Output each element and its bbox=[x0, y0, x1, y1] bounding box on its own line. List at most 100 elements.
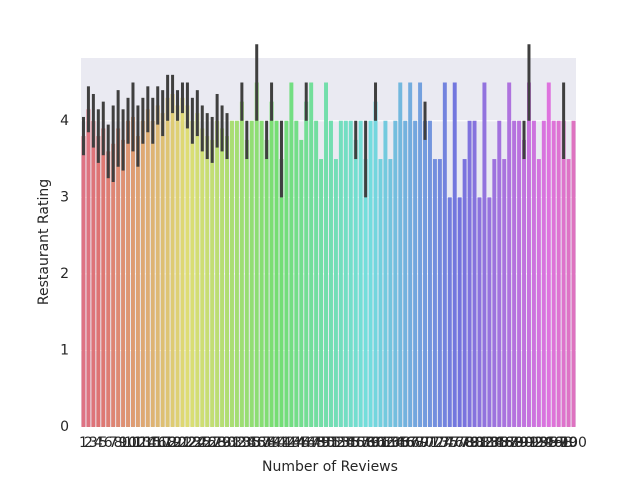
x-tick-label: 97 bbox=[550, 435, 568, 451]
bar bbox=[155, 105, 160, 428]
bar bbox=[333, 159, 338, 427]
bar bbox=[512, 120, 517, 427]
x-tick-label: 37 bbox=[253, 435, 271, 451]
bar bbox=[472, 120, 477, 427]
x-tick-label: 79 bbox=[461, 435, 479, 451]
bar bbox=[180, 97, 185, 427]
x-tick-label: 62 bbox=[377, 435, 395, 451]
bar bbox=[343, 120, 348, 427]
x-tick-label: 65 bbox=[391, 435, 409, 451]
bar bbox=[160, 113, 165, 427]
bar bbox=[254, 82, 259, 427]
x-tick-label: 82 bbox=[476, 435, 494, 451]
x-tick-label: 52 bbox=[327, 435, 345, 451]
x-tick-label: 36 bbox=[248, 435, 266, 451]
x-tick-label: 53 bbox=[332, 435, 350, 451]
x-tick-label: 45 bbox=[292, 435, 310, 451]
bar bbox=[170, 93, 175, 428]
bar bbox=[294, 120, 299, 427]
bar bbox=[388, 159, 393, 427]
bar bbox=[561, 120, 566, 427]
x-tick-label: 100 bbox=[560, 435, 587, 451]
x-tick-label: 30 bbox=[218, 435, 236, 451]
bar bbox=[427, 120, 432, 427]
bar bbox=[497, 120, 502, 427]
bar bbox=[338, 120, 343, 427]
x-tick-label: 33 bbox=[233, 435, 251, 451]
x-tick-label: 87 bbox=[500, 435, 518, 451]
x-tick-label: 96 bbox=[545, 435, 563, 451]
bar bbox=[452, 82, 457, 427]
bar bbox=[467, 120, 472, 427]
bar bbox=[304, 101, 309, 427]
x-tick-label: 93 bbox=[530, 435, 548, 451]
bar bbox=[358, 120, 363, 427]
x-tick-label: 85 bbox=[490, 435, 508, 451]
x-tick-label: 1 bbox=[79, 435, 88, 451]
bar bbox=[408, 82, 413, 427]
x-tick-label: 25 bbox=[193, 435, 211, 451]
bar bbox=[551, 120, 556, 427]
x-tick-label: 17 bbox=[154, 435, 172, 451]
bar bbox=[383, 120, 388, 427]
x-tick-label: 55 bbox=[342, 435, 360, 451]
x-tick-label: 74 bbox=[436, 435, 454, 451]
x-tick-label: 10 bbox=[119, 435, 137, 451]
bar bbox=[373, 101, 378, 427]
bar bbox=[190, 120, 195, 427]
x-tick-label: 73 bbox=[431, 435, 449, 451]
x-tick-label: 90 bbox=[515, 435, 533, 451]
y-tick-label: 4 bbox=[60, 113, 69, 129]
x-tick-label: 94 bbox=[535, 435, 553, 451]
x-tick-label: 86 bbox=[495, 435, 513, 451]
bar bbox=[126, 120, 131, 427]
bar bbox=[86, 109, 91, 427]
bar bbox=[546, 82, 551, 427]
x-tick-label: 26 bbox=[198, 435, 216, 451]
bar bbox=[244, 139, 249, 428]
x-tick-label: 59 bbox=[362, 435, 380, 451]
bar bbox=[210, 139, 215, 428]
bar bbox=[91, 120, 96, 427]
bar bbox=[462, 159, 467, 427]
bar bbox=[423, 120, 428, 427]
x-tick-label: 72 bbox=[426, 435, 444, 451]
y-axis-label: Restaurant Rating bbox=[36, 179, 52, 305]
bar bbox=[121, 139, 126, 428]
x-tick-label: 38 bbox=[258, 435, 276, 451]
x-tick-label: 54 bbox=[337, 435, 355, 451]
x-tick-label: 61 bbox=[372, 435, 390, 451]
y-tick-label: 3 bbox=[60, 189, 69, 205]
x-tick-label: 49 bbox=[312, 435, 330, 451]
x-tick-label: 4 bbox=[94, 435, 103, 451]
x-tick-label: 15 bbox=[144, 435, 162, 451]
x-tick-label: 75 bbox=[441, 435, 459, 451]
x-tick-label: 48 bbox=[307, 435, 325, 451]
bar bbox=[175, 105, 180, 428]
x-tick-label: 63 bbox=[381, 435, 399, 451]
bar bbox=[309, 82, 314, 427]
bar bbox=[536, 159, 541, 427]
x-tick-label: 11 bbox=[124, 435, 142, 451]
x-tick-label: 89 bbox=[510, 435, 528, 451]
x-tick-label: 71 bbox=[421, 435, 439, 451]
bar bbox=[482, 82, 487, 427]
x-tick-label: 84 bbox=[485, 435, 503, 451]
x-tick-label: 64 bbox=[386, 435, 404, 451]
bar bbox=[368, 120, 373, 427]
bar bbox=[81, 136, 86, 427]
x-tick-label: 8 bbox=[114, 435, 123, 451]
x-tick-label: 77 bbox=[451, 435, 469, 451]
bar bbox=[319, 159, 324, 427]
x-tick-label: 50 bbox=[317, 435, 335, 451]
bar bbox=[378, 159, 383, 427]
bar bbox=[239, 101, 244, 427]
x-tick-label: 18 bbox=[159, 435, 177, 451]
bar bbox=[502, 159, 507, 427]
bar bbox=[111, 143, 116, 427]
bar bbox=[522, 139, 527, 428]
x-tick-label: 95 bbox=[540, 435, 558, 451]
bar bbox=[571, 120, 576, 427]
y-tick-label: 2 bbox=[60, 266, 69, 282]
